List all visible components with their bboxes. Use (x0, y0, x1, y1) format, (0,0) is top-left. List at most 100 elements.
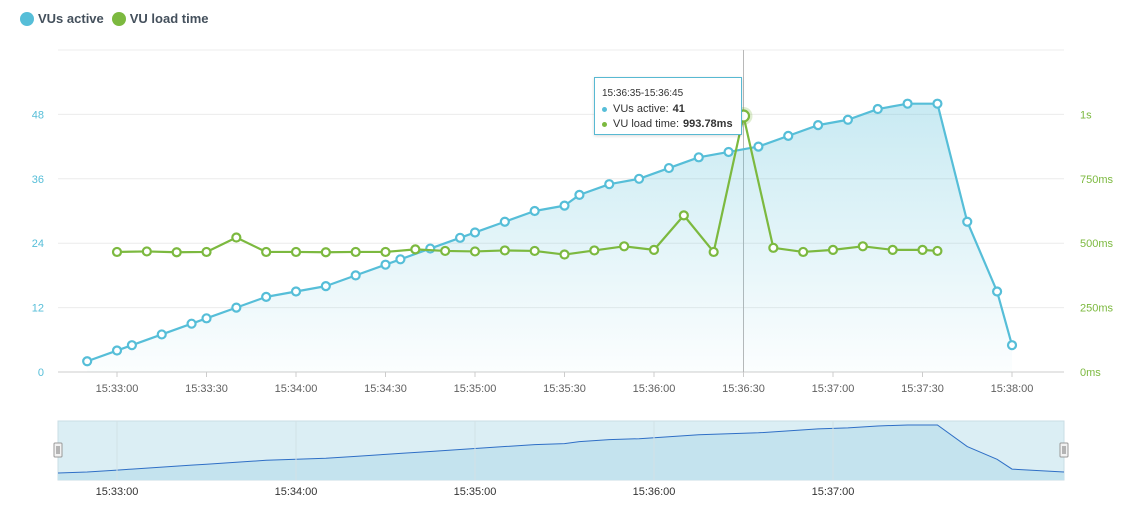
x-tick-label-0: 15:33:00 (96, 383, 139, 395)
x-tick-label-5: 15:35:30 (543, 383, 586, 395)
series-point-vu-load-time-1 (141, 246, 152, 257)
navigator-tick-label-4: 15:37:00 (812, 486, 855, 498)
series-point-vu-load-time-28 (932, 245, 943, 257)
navigator-tick-label-2: 15:35:00 (454, 486, 497, 498)
series-point-vu-load-time-16 (589, 245, 600, 256)
series-point-vus-active-22 (663, 162, 675, 174)
x-tick-label-9: 15:37:30 (901, 383, 944, 395)
series-point-vus-active-8 (290, 286, 302, 297)
series-point-vu-load-time-20 (708, 246, 719, 258)
y-left-tick-label-0: 0 (38, 367, 44, 379)
tooltip: 15:36:35-15:36:45 VUs active: 41 VU load… (594, 77, 742, 135)
tooltip-vus-marker (602, 107, 607, 112)
series-point-vus-active-5 (201, 313, 212, 324)
series-point-vus-active-29 (872, 103, 883, 115)
series-point-vus-active-17 (529, 205, 540, 217)
series-point-vu-load-time-17 (619, 241, 630, 252)
series-point-vu-load-time-3 (201, 246, 212, 258)
navigator-handle-left[interactable] (53, 442, 63, 458)
navigator-handle-right[interactable] (1059, 442, 1069, 458)
series-area-vus-active (87, 103, 1012, 373)
series-point-vu-load-time-0 (111, 246, 123, 258)
series-point-vus-active-28 (842, 114, 854, 125)
series-point-vus-active-33 (991, 286, 1003, 297)
series-point-vu-load-time-2 (171, 247, 182, 258)
series-point-vus-active-19 (574, 189, 585, 200)
tooltip-title: 15:36:35-15:36:45 (602, 88, 684, 99)
series-point-vus-active-27 (812, 120, 824, 131)
x-tick-label-2: 15:34:00 (275, 383, 318, 395)
y-right-tick-label-2: 500ms (1080, 238, 1114, 250)
y-left-tick-label-3: 36 (32, 174, 44, 186)
series-point-vu-load-time-14 (529, 245, 540, 257)
series-point-vu-load-time-8 (350, 246, 361, 258)
series-point-vu-load-time-6 (290, 246, 302, 258)
x-tick-label-8: 15:37:00 (812, 383, 855, 395)
y-right-tick-label-3: 750ms (1080, 174, 1114, 186)
legend-marker-vus-active (20, 11, 34, 26)
series-point-vus-active-7 (261, 291, 272, 302)
tooltip-row-vus: VUs active: 41 (602, 102, 734, 117)
series-point-vus-active-4 (186, 318, 197, 329)
y-left-tick-label-4: 48 (32, 109, 44, 121)
x-tick-label-1: 15:33:30 (185, 383, 228, 395)
series-point-vu-load-time-9 (380, 246, 391, 258)
legend: VUs active VU load time (20, 11, 211, 26)
navigator-tick-label-0: 15:33:00 (96, 486, 139, 498)
series-point-vus-active-11 (380, 259, 391, 270)
y-left-tick-label-2: 24 (32, 238, 44, 250)
legend-item-vus-active[interactable]: VUs active (20, 11, 104, 26)
series-point-vus-active-3 (156, 329, 167, 340)
tooltip-load-value: 993.78ms (683, 118, 733, 130)
tooltip-vus-value: 41 (672, 103, 685, 115)
series-point-vus-active-30 (902, 98, 913, 109)
series-point-vus-active-6 (231, 302, 242, 313)
series-point-vus-active-24 (723, 146, 734, 158)
series-point-vus-active-9 (320, 281, 331, 292)
series-point-vus-active-14 (454, 232, 466, 243)
series-point-vu-load-time-11 (440, 245, 451, 257)
legend-label-vu-load-time: VU load time (129, 11, 209, 26)
navigator-area (58, 424, 1064, 480)
navigator-line (57, 424, 1065, 474)
series-point-vus-active-2 (126, 340, 138, 351)
tooltip-load-marker (602, 122, 607, 127)
navigator-tick-label-1: 15:34:00 (275, 486, 318, 498)
series-point-vu-load-time-22 (768, 242, 779, 253)
series-point-vu-load-time-18 (648, 244, 660, 255)
series-point-vus-active-32 (962, 216, 973, 227)
series-point-vu-load-time-15 (559, 249, 570, 260)
series-point-vus-active-31 (932, 98, 943, 109)
series-point-vu-load-time-27 (917, 244, 928, 255)
series-point-vus-active-26 (783, 130, 794, 141)
series-point-vu-load-time-4 (231, 232, 242, 243)
series-point-vus-active-20 (604, 179, 615, 190)
x-tick-label-3: 15:34:30 (364, 383, 407, 395)
series-point-vu-load-time-24 (827, 244, 839, 255)
series-point-vu-load-time-25 (857, 241, 868, 252)
y-right-tick-label-4: 1s (1080, 109, 1092, 121)
series-point-vus-active-21 (633, 173, 645, 184)
legend-label-vus-active: VUs active (38, 11, 104, 26)
series-point-vu-load-time-13 (499, 245, 510, 256)
x-tick-label-4: 15:35:00 (454, 383, 497, 395)
legend-marker-vu-load-time (111, 11, 126, 26)
series-point-vus-active-23 (693, 152, 704, 163)
tooltip-vus-label: VUs active: (613, 103, 669, 115)
series-point-vu-load-time-7 (320, 247, 331, 258)
x-tick-label-7: 15:36:30 (722, 383, 765, 395)
tooltip-row-load: VU load time: 993.78ms (602, 117, 734, 132)
series-point-vus-active-34 (1006, 340, 1018, 351)
series-point-vus-active-16 (499, 216, 510, 227)
x-tick-label-6: 15:36:00 (633, 383, 676, 395)
series-point-vus-active-0 (82, 356, 93, 367)
series-point-vu-load-time-5 (261, 246, 272, 258)
series-point-vus-active-15 (469, 227, 481, 238)
y-left-tick-label-1: 12 (32, 303, 44, 315)
series-point-vu-load-time-26 (887, 244, 898, 255)
y-right-tick-label-1: 250ms (1080, 303, 1114, 315)
series-point-vus-active-10 (350, 270, 361, 281)
series-point-vu-load-time-12 (469, 246, 481, 257)
legend-item-vu-load-time[interactable]: VU load time (111, 11, 209, 26)
